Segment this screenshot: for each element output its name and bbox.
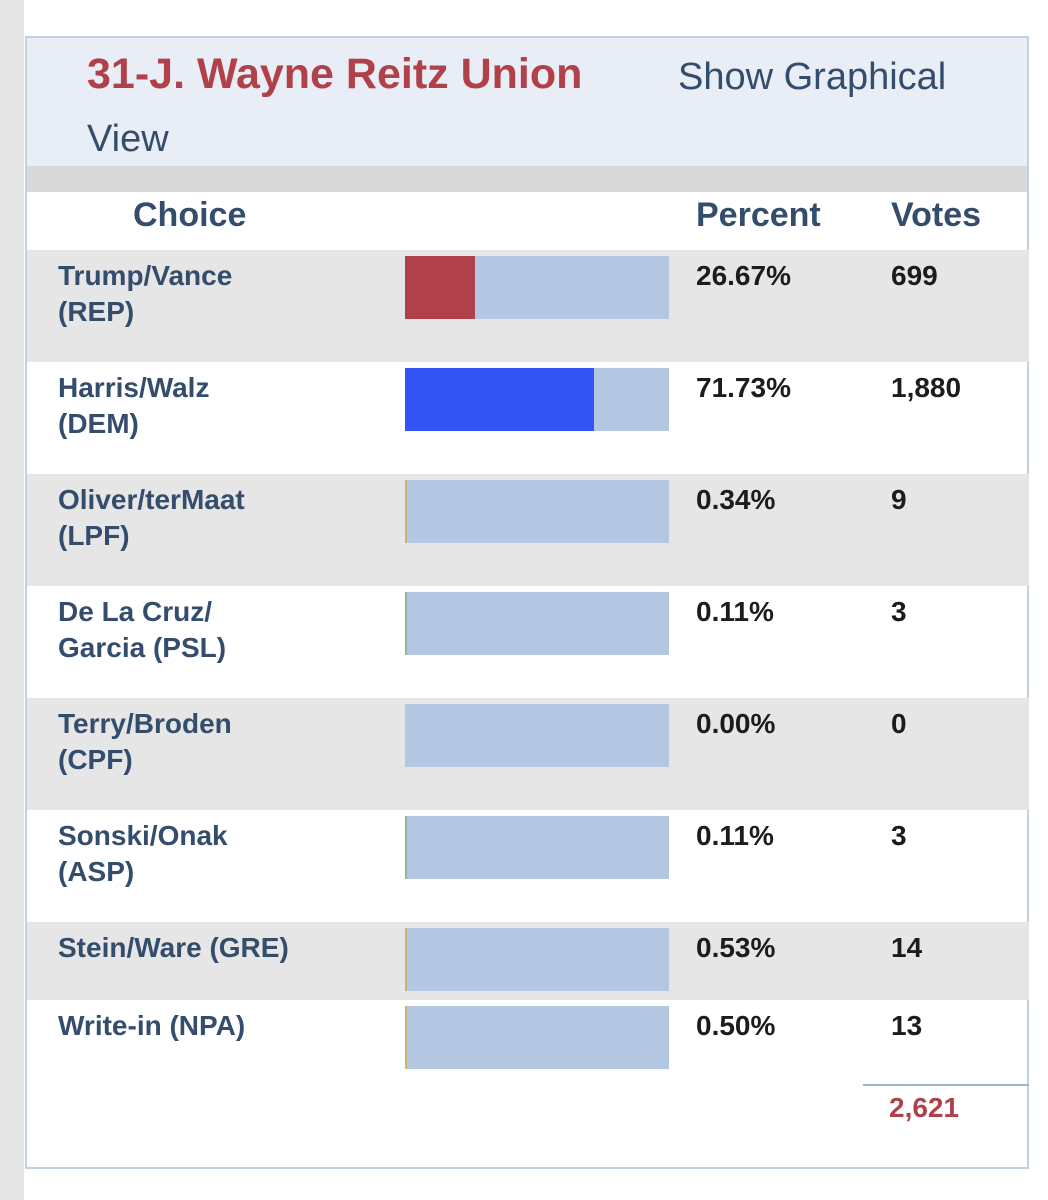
percent-bar-fill — [405, 480, 407, 543]
percent-bar — [405, 480, 669, 543]
percent-bar — [405, 928, 669, 991]
percent-bar — [405, 704, 669, 767]
candidate-name-line2: (DEM) — [58, 408, 139, 439]
candidate-name-line2: (CPF) — [58, 744, 133, 775]
candidate-name-line1: Trump/Vance — [58, 260, 233, 291]
candidate-name-line2: (REP) — [58, 296, 135, 327]
percent-bar-fill — [405, 368, 595, 431]
percent-bar-fill — [405, 928, 407, 991]
percent-bar-fill — [405, 816, 407, 879]
percent-bar — [405, 592, 669, 655]
percent-value: 0.11% — [696, 820, 774, 851]
candidate-name-line1: Stein/Ware (GRE) — [58, 932, 289, 963]
candidate-name-line1: Sonski/Onak — [58, 820, 228, 851]
table-row: Stein/Ware (GRE) 0.53% 14 — [27, 922, 1029, 1000]
percent-value: 0.34% — [696, 484, 776, 515]
panel-header: 31-J. Wayne Reitz Union Show Graphical V… — [27, 38, 1027, 166]
candidate-name: Sonski/Onak (ASP) — [58, 818, 378, 890]
percent-column-header: Percent — [696, 196, 821, 234]
precinct-title: 31-J. Wayne Reitz Union — [87, 50, 583, 98]
candidate-name-line1: Harris/Walz — [58, 372, 210, 403]
table-row: Trump/Vance (REP) 26.67% 699 — [27, 250, 1029, 362]
candidate-name-line2: (LPF) — [58, 520, 130, 551]
percent-bar — [405, 368, 669, 431]
candidate-name-line1: Oliver/terMaat — [58, 484, 245, 515]
percent-value: 26.67% — [696, 260, 791, 291]
votes-value: 9 — [891, 484, 907, 515]
candidate-name-line2: (ASP) — [58, 856, 135, 887]
choice-column-header: Choice — [133, 196, 247, 234]
candidate-name: Oliver/terMaat (LPF) — [58, 482, 378, 554]
table-row: De La Cruz/Garcia (PSL) 0.11% 3 — [27, 586, 1029, 698]
header-divider — [27, 166, 1027, 192]
percent-value: 71.73% — [696, 372, 791, 403]
percent-bar — [405, 256, 669, 319]
table-row: Oliver/terMaat (LPF) 0.34% 9 — [27, 474, 1029, 586]
candidate-name-line1: Terry/Broden — [58, 708, 232, 739]
percent-value: 0.53% — [696, 932, 776, 963]
candidate-name-line1: De La Cruz/ — [58, 596, 213, 627]
candidate-name: Write-in (NPA) — [58, 1008, 378, 1044]
votes-value: 3 — [891, 596, 907, 627]
candidate-name-line2: Garcia (PSL) — [58, 632, 227, 663]
total-votes: 2,621 — [889, 1092, 960, 1123]
candidate-name-line1: Write-in (NPA) — [58, 1010, 246, 1041]
results-panel: 31-J. Wayne Reitz Union Show Graphical V… — [25, 36, 1029, 1169]
table-row: Terry/Broden (CPF) 0.00% 0 — [27, 698, 1029, 810]
candidate-name: De La Cruz/Garcia (PSL) — [58, 594, 378, 666]
candidate-name: Harris/Walz (DEM) — [58, 370, 378, 442]
votes-value: 13 — [891, 1010, 923, 1041]
left-edge-strip — [0, 0, 24, 1200]
votes-value: 14 — [891, 932, 923, 963]
show-graphical-view-link[interactable]: Show Graphical — [678, 56, 947, 98]
percent-value: 0.11% — [696, 596, 774, 627]
percent-bar-fill — [405, 256, 476, 319]
percent-value: 0.00% — [696, 708, 776, 739]
table-row: Sonski/Onak (ASP) 0.11% 3 — [27, 810, 1029, 922]
table-row: Harris/Walz (DEM) 71.73% 1,880 — [27, 362, 1029, 474]
votes-value: 0 — [891, 708, 907, 739]
percent-bar-fill — [405, 1006, 407, 1069]
candidate-name: Stein/Ware (GRE) — [58, 930, 378, 966]
table-row: Write-in (NPA) 0.50% 13 — [27, 1000, 1029, 1112]
votes-value: 3 — [891, 820, 907, 851]
candidate-name: Trump/Vance (REP) — [58, 258, 378, 330]
percent-bar — [405, 816, 669, 879]
percent-value: 0.50% — [696, 1010, 776, 1041]
percent-bar — [405, 1006, 669, 1069]
show-graphical-view-link-continued[interactable]: View — [87, 118, 169, 160]
percent-bar-fill — [405, 592, 407, 655]
votes-value: 1,880 — [891, 372, 962, 403]
total-divider — [863, 1084, 1029, 1086]
votes-column-header: Votes — [891, 196, 982, 234]
candidate-name: Terry/Broden (CPF) — [58, 706, 378, 778]
votes-value: 699 — [891, 260, 938, 291]
